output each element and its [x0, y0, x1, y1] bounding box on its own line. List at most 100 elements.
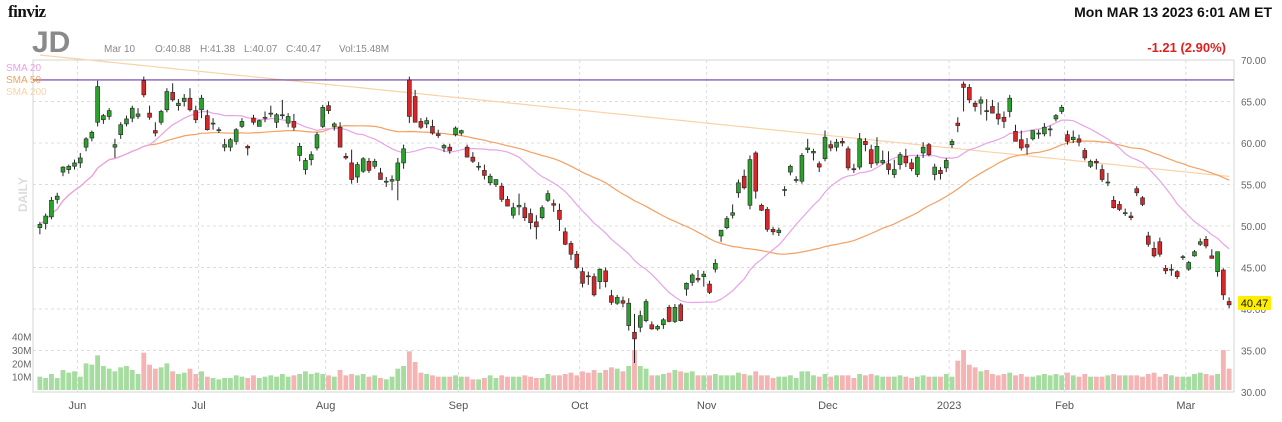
volume-bar	[297, 374, 303, 390]
volume-bar	[903, 376, 909, 390]
candle	[1209, 249, 1215, 259]
candle	[349, 149, 354, 184]
candle	[909, 158, 914, 172]
candle	[407, 76, 412, 124]
candle	[378, 167, 383, 180]
candle	[262, 111, 268, 123]
volume-bar	[124, 366, 129, 390]
candle	[580, 267, 585, 288]
candle	[1001, 111, 1007, 129]
candle	[129, 105, 135, 123]
volume-bar	[1093, 376, 1099, 390]
candle	[158, 109, 164, 125]
volume-bar	[943, 374, 949, 390]
candle	[545, 190, 551, 202]
volume-bar	[100, 366, 106, 390]
candle	[1128, 211, 1134, 221]
volume-bar	[72, 371, 77, 390]
candle	[389, 175, 395, 191]
candle	[210, 118, 216, 130]
candle	[60, 166, 66, 177]
price-axis: 30.00 35.00 40.00 45.00 50.00 55.00 60.00 65.00…	[12, 56, 1266, 399]
candles	[37, 76, 1232, 363]
volume-bar	[1059, 375, 1065, 390]
candle	[1024, 138, 1030, 155]
volume-bar	[580, 371, 585, 390]
volume-bar	[643, 368, 649, 390]
candle	[1186, 260, 1191, 271]
volume-bar	[793, 378, 799, 390]
legend-sma50: SMA 50	[6, 75, 41, 86]
volume-bar	[684, 372, 689, 390]
candle	[1140, 196, 1145, 207]
volume-bar	[1163, 374, 1169, 390]
volume-bar	[233, 375, 239, 390]
volume-bar	[897, 375, 903, 390]
candle	[1082, 147, 1088, 161]
candle	[326, 101, 331, 114]
volume-bar	[626, 366, 632, 390]
candle	[493, 179, 499, 187]
volume-bar	[331, 376, 337, 390]
candle	[528, 208, 533, 230]
candle	[435, 129, 441, 139]
volume-bar	[1088, 376, 1093, 390]
volume-bar	[811, 375, 816, 390]
candle	[1221, 268, 1226, 300]
candle	[332, 122, 337, 131]
volume-bar	[961, 350, 966, 390]
candle	[661, 318, 666, 329]
volume-bar	[83, 363, 89, 390]
volume-bar	[707, 375, 712, 390]
volume-bar	[279, 374, 285, 390]
volume-bar	[839, 375, 845, 390]
volume-bar	[1082, 374, 1088, 390]
volume-bar	[776, 376, 782, 390]
candle	[54, 192, 60, 204]
candle	[72, 159, 77, 170]
volume-bar	[914, 376, 920, 390]
candle	[401, 144, 406, 169]
volume-bar	[574, 375, 580, 390]
volume-bar	[106, 368, 112, 390]
candle	[424, 117, 429, 129]
volume-bar	[978, 371, 984, 390]
volume-bar	[672, 370, 678, 390]
volume-bar	[1099, 376, 1105, 390]
volume-bar	[430, 375, 435, 390]
volume-tick-label: 10M	[12, 373, 31, 384]
candle	[799, 152, 805, 184]
candle	[932, 163, 937, 181]
legend-sma20: SMA 20	[6, 63, 41, 74]
x-tick-label: Nov	[697, 400, 717, 412]
volume-bar	[118, 367, 124, 390]
candle	[430, 119, 435, 135]
candle	[343, 152, 349, 160]
volume-bar	[1122, 375, 1128, 390]
volume-bar	[568, 372, 574, 390]
x-axis-labels: Jun Jul Aug Sep Oct Nov Dec 2023 Feb Mar	[69, 400, 1196, 412]
volume-bar	[1053, 374, 1059, 390]
candle	[949, 138, 955, 148]
x-tick-label: Feb	[1055, 400, 1074, 412]
volume-bar	[1070, 375, 1076, 390]
candle	[1226, 297, 1232, 309]
candle	[741, 169, 747, 190]
candle	[505, 196, 510, 207]
volume-tick-label: 30M	[12, 346, 31, 357]
volume-bar	[678, 371, 684, 390]
finviz-logo[interactable]: finviz	[8, 2, 46, 21]
volume-bar	[458, 376, 464, 390]
candle	[83, 137, 89, 152]
volume-bar	[49, 374, 54, 390]
candle	[574, 250, 580, 270]
volume-bar	[822, 374, 828, 390]
candle	[955, 117, 961, 133]
volume-bar	[782, 376, 788, 390]
volume-bar	[1209, 375, 1215, 390]
candle	[851, 163, 857, 173]
volume-bar	[1145, 374, 1151, 390]
ticker[interactable]: JD	[32, 26, 70, 59]
volume-bar	[735, 372, 741, 390]
candle	[447, 143, 453, 154]
